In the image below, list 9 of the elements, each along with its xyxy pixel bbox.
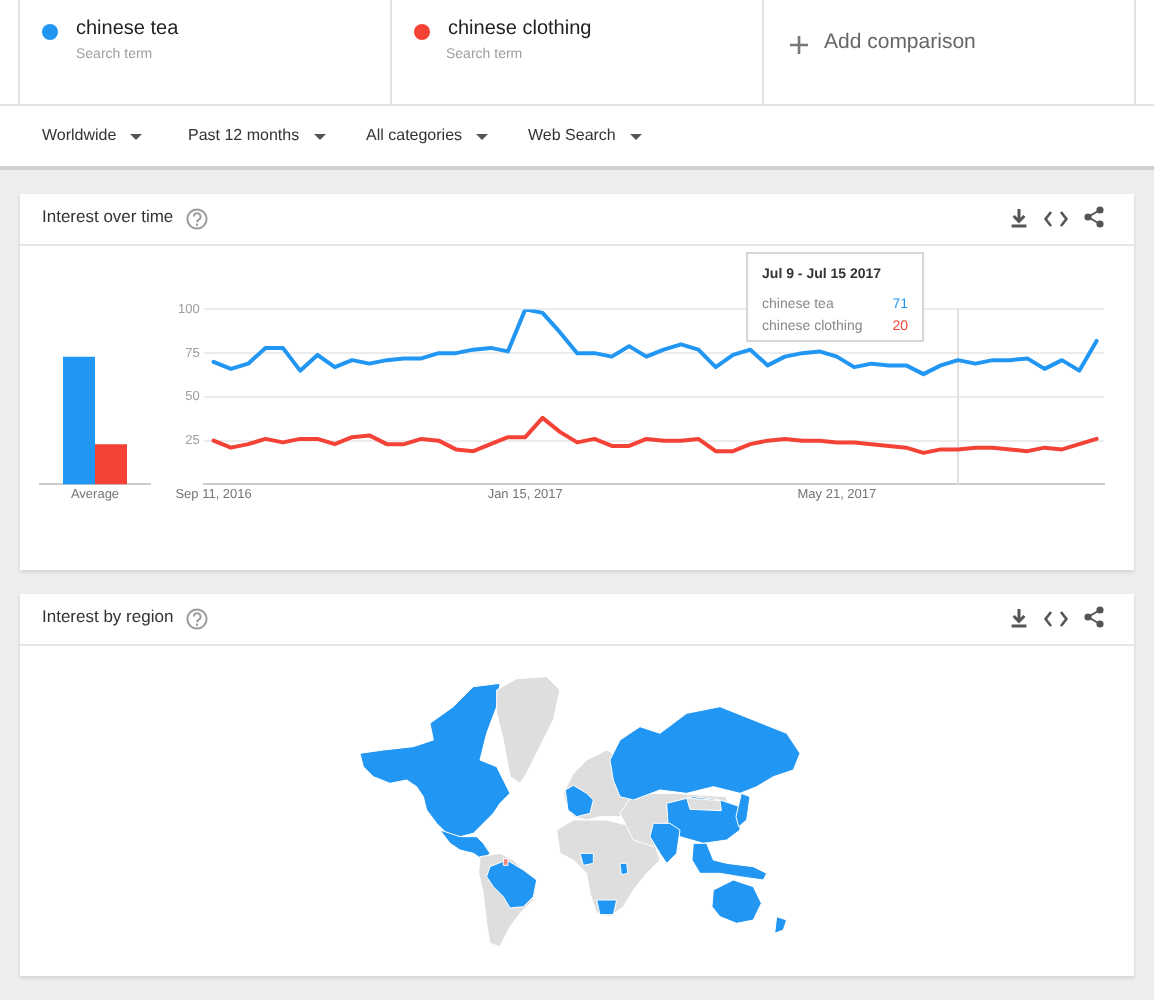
text: Past 12 months: [188, 126, 300, 146]
text: Interest by region: [42, 606, 174, 627]
text: Web Search: [528, 126, 616, 146]
legend-label: chinese clothing: [448, 18, 592, 42]
chart-title: Interest over time: [42, 206, 174, 227]
legend-label: chinese tea: [76, 18, 179, 42]
text: All categories: [366, 126, 463, 146]
text: Add comparison: [824, 30, 976, 56]
text: Worldwide: [42, 126, 117, 146]
